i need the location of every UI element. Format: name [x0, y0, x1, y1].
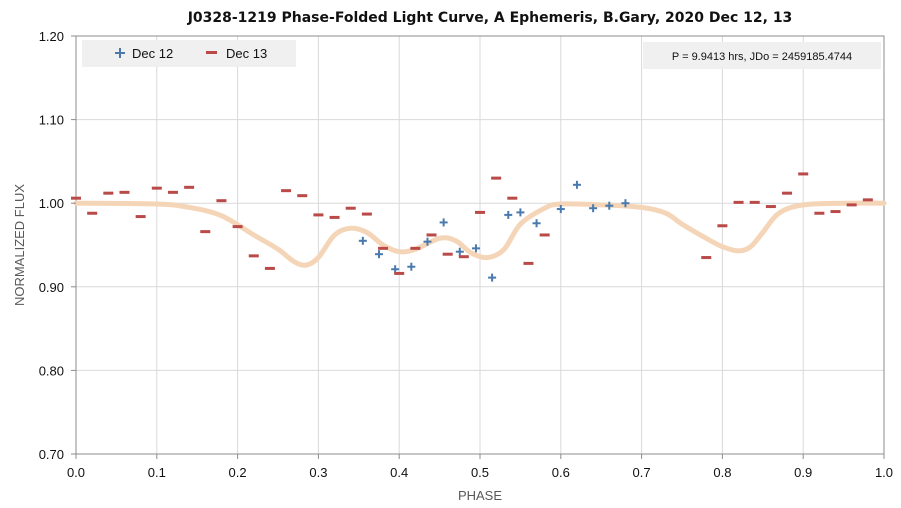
data-point-dec13: [782, 191, 793, 195]
data-point-dec13: [846, 203, 857, 207]
data-point-dec13: [733, 200, 744, 204]
x-tick-label: 0.5: [471, 465, 489, 480]
data-point-dec13: [814, 211, 825, 215]
data-point-dec13: [313, 213, 324, 217]
legend-label-dec12: Dec 12: [132, 46, 173, 61]
data-point-dec12: [589, 204, 598, 213]
data-points-layer: [71, 172, 873, 282]
data-point-dec13: [200, 230, 211, 234]
y-tick-label: 1.20: [39, 29, 64, 44]
legend-marker-dec12: [115, 48, 125, 58]
ephemeris-note-box: [643, 42, 881, 69]
data-point-dec13: [701, 256, 712, 260]
data-point-dec12: [407, 262, 416, 271]
data-point-dec13: [426, 233, 437, 237]
data-point-dec13: [717, 224, 728, 228]
x-tick-label: 1.0: [875, 465, 893, 480]
data-point-dec13: [410, 246, 421, 250]
y-tick-label: 1.10: [39, 113, 64, 128]
data-point-dec12: [532, 219, 541, 228]
data-point-dec13: [135, 215, 146, 219]
y-tick-label: 0.70: [39, 447, 64, 462]
data-point-dec12: [488, 273, 497, 282]
data-point-dec13: [539, 233, 550, 237]
data-point-dec12: [504, 210, 513, 219]
model-fit-curve: [73, 200, 887, 268]
x-tick-label: 0.2: [229, 465, 247, 480]
x-tick-label: 0.0: [67, 465, 85, 480]
data-point-dec13: [184, 185, 195, 189]
legend: Dec 12 Dec 13: [82, 40, 296, 67]
data-point-dec13: [297, 194, 308, 198]
x-tick-label: 0.1: [148, 465, 166, 480]
data-point-dec13: [264, 266, 275, 270]
data-point-dec13: [103, 191, 114, 195]
x-tick-label: 0.7: [633, 465, 651, 480]
data-point-dec13: [361, 212, 372, 216]
data-point-dec13: [442, 252, 453, 256]
data-point-dec13: [248, 254, 259, 258]
data-point-dec13: [167, 190, 178, 194]
x-tick-label: 0.8: [713, 465, 731, 480]
data-point-dec12: [439, 218, 448, 227]
data-point-dec13: [765, 205, 776, 209]
x-axis-label: PHASE: [458, 488, 502, 503]
data-point-dec13: [523, 261, 534, 265]
ephemeris-note-text: P = 9.9413 hrs, JDo = 2459185.4744: [672, 51, 852, 63]
data-point-dec13: [345, 206, 356, 210]
data-point-dec12: [572, 180, 581, 189]
data-point-dec13: [329, 215, 340, 219]
y-tick-label: 0.90: [39, 280, 64, 295]
data-point-dec13: [394, 271, 405, 275]
data-point-dec12: [455, 247, 464, 256]
data-point-dec13: [151, 186, 162, 190]
data-point-dec13: [458, 255, 469, 259]
data-point-dec13: [71, 196, 81, 200]
legend-label-dec13: Dec 13: [226, 46, 267, 61]
data-point-dec13: [749, 200, 760, 204]
data-point-dec12: [605, 201, 614, 210]
legend-marker-dec13: [206, 51, 217, 54]
data-point-dec13: [281, 189, 292, 193]
data-point-dec13: [475, 210, 485, 214]
x-tick-label: 0.6: [552, 465, 570, 480]
data-point-dec12: [375, 250, 383, 259]
data-point-dec12: [391, 265, 400, 274]
data-point-dec13: [507, 196, 518, 200]
data-point-dec12: [621, 199, 630, 208]
y-axis-label: NORMALIZED FLUX: [12, 184, 27, 306]
x-axis-ticks: 0.0 0.1 0.2 0.3 0.4 0.5 0.6 0.7 0.8 0.9 1.0: [67, 454, 893, 480]
data-point-dec13: [491, 176, 502, 180]
x-tick-label: 0.9: [794, 465, 812, 480]
data-point-dec13: [119, 190, 130, 194]
y-tick-label: 0.80: [39, 363, 64, 378]
data-point-dec12: [556, 205, 565, 214]
data-point-dec12: [471, 244, 480, 253]
y-axis-ticks: 0.70 0.80 0.90 1.00 1.10 1.20: [39, 29, 76, 462]
data-point-dec13: [798, 172, 809, 176]
y-tick-label: 1.00: [39, 196, 64, 211]
data-point-dec13: [862, 198, 873, 202]
data-point-dec12: [358, 236, 367, 245]
data-point-dec13: [87, 211, 98, 215]
ephemeris-note: P = 9.9413 hrs, JDo = 2459185.4744: [643, 42, 881, 69]
x-tick-label: 0.4: [390, 465, 408, 480]
model-curve-layer: [73, 200, 887, 268]
data-point-dec12: [516, 208, 525, 217]
chart-title: J0328-1219 Phase-Folded Light Curve, A E…: [187, 10, 793, 26]
x-tick-label: 0.3: [309, 465, 327, 480]
gridlines: [76, 36, 884, 454]
data-point-dec13: [378, 246, 389, 250]
data-point-dec12: [423, 237, 432, 246]
data-point-dec13: [216, 199, 227, 203]
data-point-dec13: [830, 210, 841, 214]
data-point-dec13: [232, 225, 243, 229]
